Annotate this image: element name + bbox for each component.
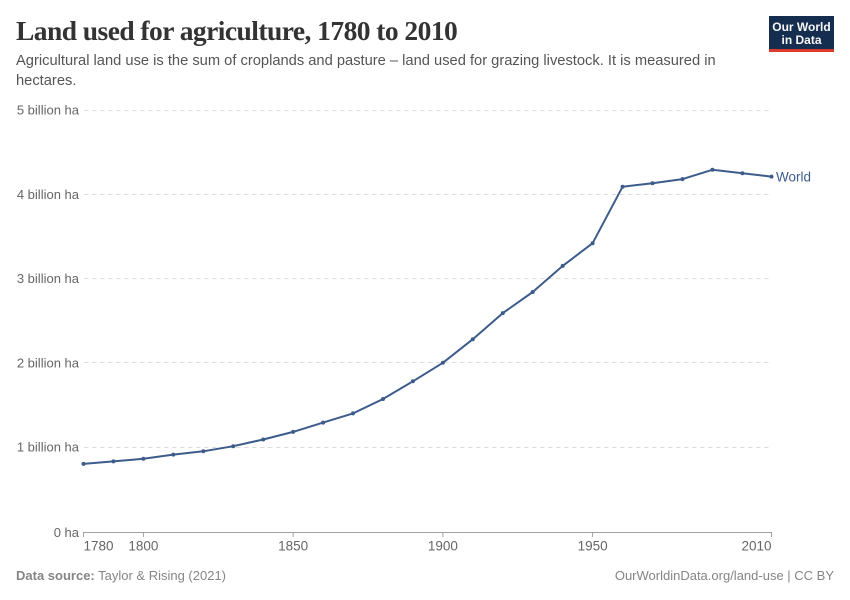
svg-text:1950: 1950: [578, 539, 608, 554]
svg-text:2 billion ha: 2 billion ha: [17, 355, 80, 370]
svg-text:1900: 1900: [428, 539, 458, 554]
svg-text:1850: 1850: [278, 539, 308, 554]
svg-text:0 ha: 0 ha: [54, 525, 80, 540]
svg-text:5 billion ha: 5 billion ha: [17, 103, 80, 118]
svg-text:1780: 1780: [84, 539, 114, 554]
svg-text:1 billion ha: 1 billion ha: [17, 440, 80, 455]
svg-text:3 billion ha: 3 billion ha: [17, 271, 80, 286]
svg-text:1800: 1800: [128, 539, 158, 554]
svg-text:4 billion ha: 4 billion ha: [17, 187, 80, 202]
svg-text:2010: 2010: [741, 539, 771, 554]
svg-text:World: World: [776, 170, 811, 185]
